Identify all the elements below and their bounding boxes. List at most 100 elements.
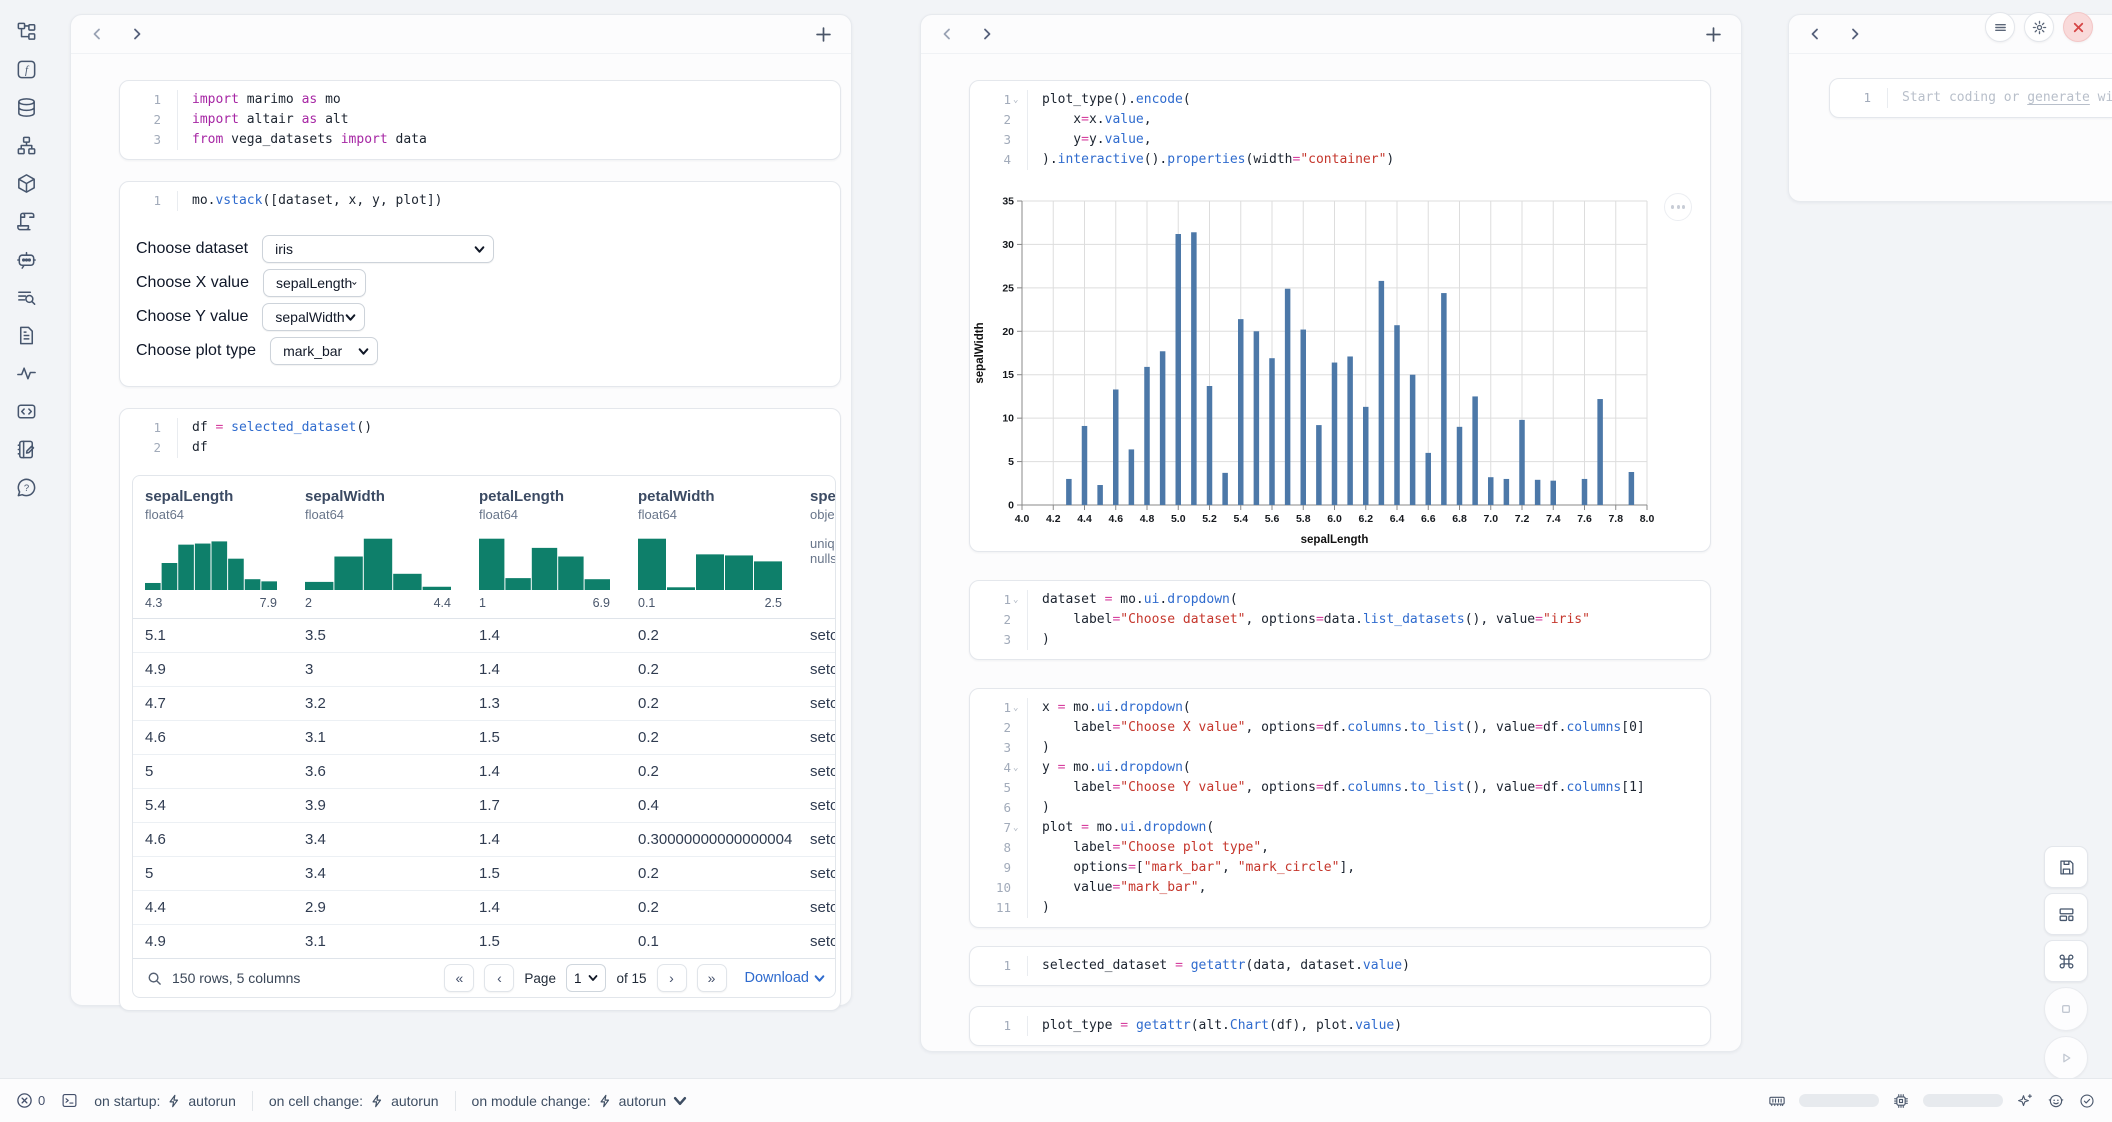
dropdown-select[interactable]: iris [262, 235, 494, 263]
database-icon[interactable] [13, 94, 39, 120]
code-line[interactable]: 2df [132, 438, 830, 458]
settings-button[interactable] [2024, 12, 2054, 42]
table-column-header[interactable]: sepalLengthfloat644.37.9 [133, 488, 293, 618]
empty-code-cell[interactable]: 1 Start coding or generate with [1829, 78, 2112, 118]
error-count-badge[interactable]: 0 [16, 1092, 45, 1109]
code-line[interactable]: 3) [982, 738, 1700, 758]
panel-prev-button[interactable] [941, 28, 953, 40]
code-line[interactable]: 1plot_type = getattr(alt.Chart(df), plot… [982, 1016, 1700, 1036]
table-row[interactable]: 4.93.11.50.1setosa [133, 924, 835, 958]
code-cell-imports[interactable]: 1import marimo as mo2import altair as al… [119, 80, 841, 160]
code-cell-dataframe[interactable]: 1df = selected_dataset()2df sepalLengthf… [119, 408, 841, 1011]
save-button[interactable] [2044, 846, 2088, 888]
code-line[interactable]: 3) [982, 630, 1700, 650]
code-line[interactable]: 1⌄dataset = mo.ui.dropdown( [982, 590, 1700, 610]
code-cell-xy-dropdowns[interactable]: 1⌄x = mo.ui.dropdown(2 label="Choose X v… [969, 688, 1711, 928]
table-row[interactable]: 5.43.91.70.4setosa [133, 788, 835, 822]
layout-view-button[interactable] [2044, 893, 2088, 935]
chart-options-button[interactable] [1664, 193, 1692, 221]
code-cell-selected-dataset[interactable]: 1selected_dataset = getattr(data, datase… [969, 946, 1711, 986]
panel-prev-button[interactable] [91, 28, 103, 40]
logs-icon[interactable] [13, 208, 39, 234]
code-cell-dataset-dropdown[interactable]: 1⌄dataset = mo.ui.dropdown(2 label="Choo… [969, 580, 1711, 660]
table-row[interactable]: 5.13.51.40.2setosa [133, 619, 835, 652]
dropdown-select[interactable]: sepalWidth [262, 303, 365, 331]
table-row[interactable]: 4.63.41.40.30000000000000004setosa [133, 822, 835, 856]
package-icon[interactable] [13, 170, 39, 196]
prev-page-button[interactable]: ‹ [484, 964, 514, 992]
bar-chart[interactable]: 4.04.24.44.64.85.05.25.45.65.86.06.26.46… [970, 179, 1710, 558]
code-cell-plot-type[interactable]: 1plot_type = getattr(alt.Chart(df), plot… [969, 1006, 1711, 1046]
code-line[interactable]: 8 label="Choose plot type", [982, 838, 1700, 858]
dependency-graph-icon[interactable] [13, 132, 39, 158]
help-icon[interactable]: ? [13, 474, 39, 500]
panel-prev-button[interactable] [1809, 28, 1821, 40]
code-line[interactable]: 2 label="Choose X value", options=df.col… [982, 718, 1700, 738]
code-line[interactable]: 2 x=x.value, [982, 110, 1700, 130]
table-row[interactable]: 4.73.21.30.2setosa [133, 686, 835, 720]
dropdown-select[interactable]: sepalLength [263, 269, 366, 297]
table-column-header[interactable]: petalWidthfloat640.12.5 [626, 488, 798, 618]
code-placeholder[interactable]: Start coding or generate with [1902, 88, 2112, 108]
runtime-config-item[interactable]: on module change:autorun [472, 1093, 688, 1109]
outline-search-icon[interactable] [13, 284, 39, 310]
code-line[interactable]: 1df = selected_dataset() [132, 418, 830, 438]
code-line[interactable]: 2import altair as alt [132, 110, 830, 130]
stop-button[interactable] [2044, 987, 2088, 1031]
dropdown-select[interactable]: mark_bar [270, 337, 378, 365]
table-row[interactable]: 4.42.91.40.2setosa [133, 890, 835, 924]
ai-sparkles-icon[interactable] [2016, 1092, 2034, 1110]
terminal-button[interactable] [61, 1092, 78, 1109]
documentation-icon[interactable] [13, 322, 39, 348]
ai-chat-icon[interactable] [13, 246, 39, 272]
next-page-button[interactable]: › [657, 964, 687, 992]
function-icon[interactable]: f [13, 56, 39, 82]
panel-next-button[interactable] [1849, 28, 1861, 40]
generate-with-ai-link[interactable]: generate [2027, 90, 2090, 105]
page-select[interactable]: 1 [566, 964, 607, 992]
code-cell-plot[interactable]: 1⌄plot_type().encode(2 x=x.value,3 y=y.v… [969, 80, 1711, 552]
code-line[interactable]: 1⌄x = mo.ui.dropdown( [982, 698, 1700, 718]
table-row[interactable]: 4.931.40.2setosa [133, 652, 835, 686]
code-line[interactable]: 4).interactive().properties(width="conta… [982, 150, 1700, 170]
code-line[interactable]: 1mo.vstack([dataset, x, y, plot]) [132, 191, 830, 211]
table-row[interactable]: 53.61.40.2setosa [133, 754, 835, 788]
code-line[interactable]: 1⌄plot_type().encode( [982, 90, 1700, 110]
add-cell-button[interactable] [816, 27, 831, 42]
download-button[interactable]: Download [745, 970, 826, 986]
code-line[interactable]: 1import marimo as mo [132, 90, 830, 110]
panel-next-button[interactable] [131, 28, 143, 40]
file-tree-icon[interactable] [13, 18, 39, 44]
table-column-header[interactable]: petalLengthfloat6416.9 [467, 488, 626, 618]
code-line[interactable]: 2 label="Choose dataset", options=data.l… [982, 610, 1700, 630]
run-button[interactable] [2044, 1036, 2088, 1080]
panel-next-button[interactable] [981, 28, 993, 40]
table-column-header[interactable]: sepalWidthfloat6424.4 [293, 488, 467, 618]
snippets-icon[interactable] [13, 398, 39, 424]
table-row[interactable]: 4.63.11.50.2setosa [133, 720, 835, 754]
code-line[interactable]: 11) [982, 898, 1700, 918]
runtime-config-item[interactable]: on cell change:autorun [269, 1093, 439, 1109]
table-column-header[interactable]: speciesobjectuniquenulls: [798, 488, 836, 618]
code-line[interactable]: 5 label="Choose Y value", options=df.col… [982, 778, 1700, 798]
last-page-button[interactable]: » [697, 964, 727, 992]
code-cell-vstack[interactable]: 1mo.vstack([dataset, x, y, plot]) Choose… [119, 181, 841, 387]
scratchpad-icon[interactable] [13, 436, 39, 462]
add-cell-button[interactable] [1706, 27, 1721, 42]
connection-status-icon[interactable] [2078, 1092, 2096, 1110]
shutdown-button[interactable] [2063, 12, 2093, 42]
code-line[interactable]: 1selected_dataset = getattr(data, datase… [982, 956, 1700, 976]
assistant-icon[interactable] [2047, 1092, 2065, 1110]
code-line[interactable]: 4⌄y = mo.ui.dropdown( [982, 758, 1700, 778]
code-line[interactable]: 10 value="mark_bar", [982, 878, 1700, 898]
code-line[interactable]: 9 options=["mark_bar", "mark_circle"], [982, 858, 1700, 878]
code-line[interactable]: 6) [982, 798, 1700, 818]
table-row[interactable]: 53.41.50.2setosa [133, 856, 835, 890]
tracing-icon[interactable] [13, 360, 39, 386]
code-line[interactable]: 7⌄plot = mo.ui.dropdown( [982, 818, 1700, 838]
keyboard-shortcuts-button[interactable] [2044, 940, 2088, 982]
code-line[interactable]: 3 y=y.value, [982, 130, 1700, 150]
runtime-config-item[interactable]: on startup:autorun [94, 1093, 236, 1109]
notebook-menu-button[interactable] [1985, 12, 2015, 42]
first-page-button[interactable]: « [444, 964, 474, 992]
